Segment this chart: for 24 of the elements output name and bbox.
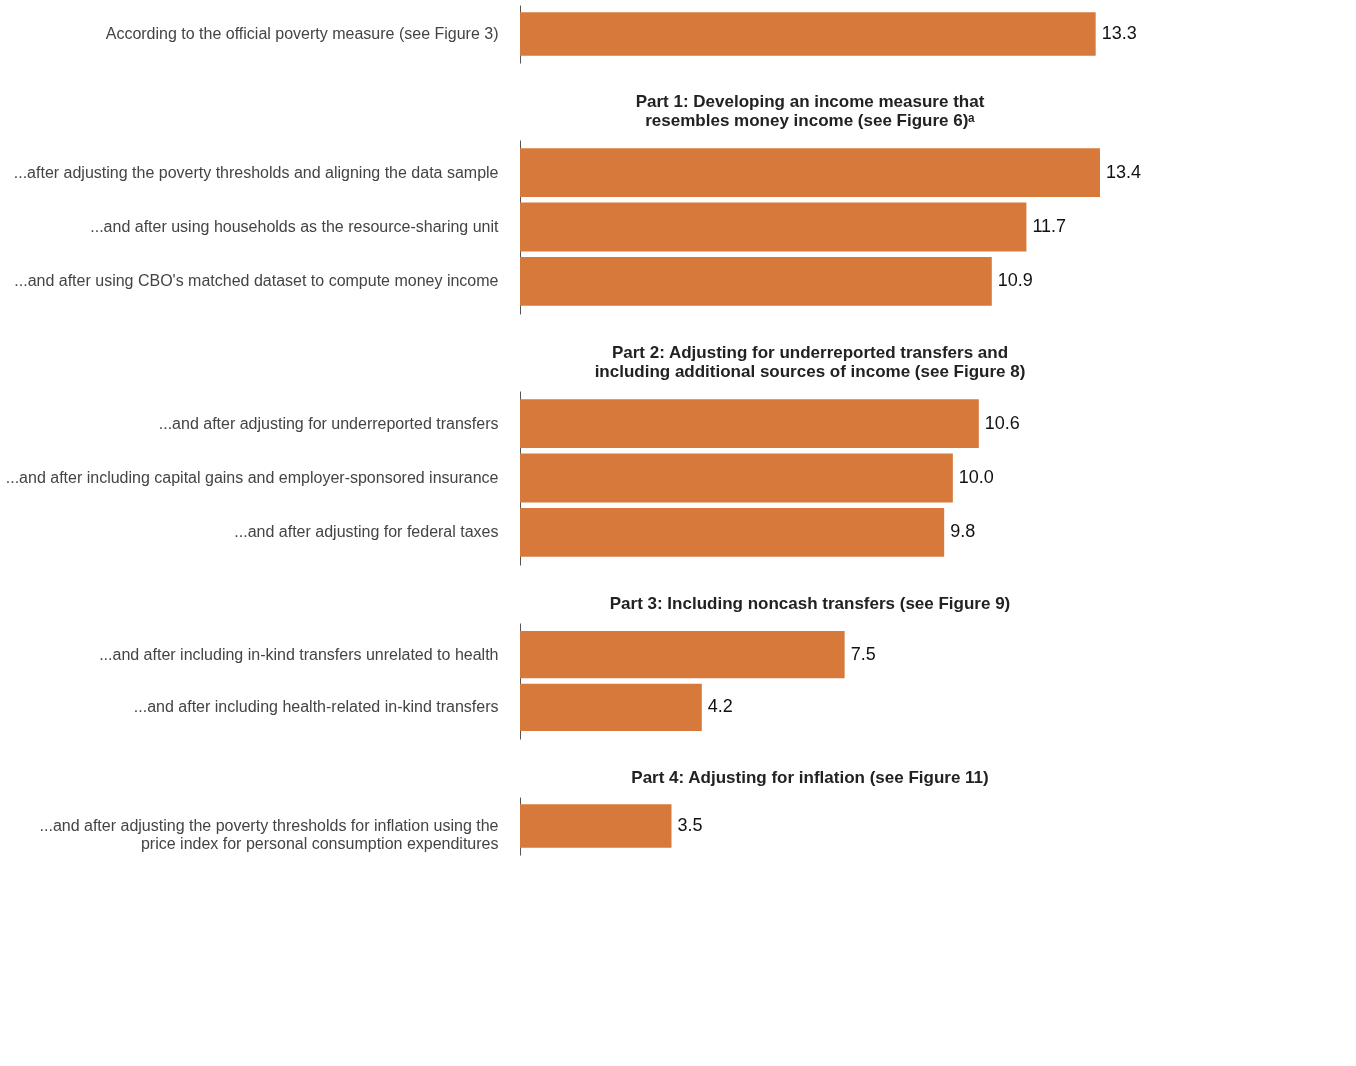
data-label: 4.2 [707, 696, 733, 717]
data-label: 11.7 [1032, 216, 1067, 236]
data-label: 7.5 [850, 643, 876, 664]
data-label: 3.5 [677, 815, 703, 835]
data-label: 13.3 [1101, 23, 1137, 43]
text: Part 4: Adjusting for inflation (see Figure 11) [631, 768, 989, 787]
chart-title: Part 3: Including noncash transfers (see Figure 9) [609, 594, 1011, 613]
y-tick-label: ...and after including health-related in-kind transfers [133, 698, 499, 716]
y-tick-label: ...and after adjusting for federal taxes [234, 523, 499, 541]
y-tick-label: ...after adjusting the poverty thresholds and aligning the data sample [13, 163, 499, 181]
y-tick-label: ...and after adjusting for underreported transfers [158, 414, 499, 432]
data-label: 10.0 [958, 467, 994, 487]
data-label: 10.9 [997, 270, 1033, 291]
y-tick-label: According to the official poverty measure (see Figure 3) [105, 25, 499, 42]
data-label: 13.4 [1106, 161, 1142, 182]
y-tick-label: ...and after adjusting the poverty thresholds for inflation using the price index for personal consumption expenditures [39, 817, 499, 852]
data-label: 9.8 [950, 521, 976, 542]
y-tick-label: ...and after including in-kind transfers unrelated to health [99, 645, 499, 663]
y-tick-label: ...and after including capital gains and employer-sponsored insurance [5, 469, 499, 486]
y-tick-label: ...and after using CBO's matched dataset to compute money income [14, 272, 499, 290]
data-label: 10.6 [984, 412, 1020, 433]
chart-title: Part 1: Developing an income measure that resembles money income (see Figure 6)ᵃ [635, 92, 985, 130]
y-tick-label: ...and after using households as the resource-sharing unit [90, 218, 500, 235]
chart-title: Part 2: Adjusting for underreported transfers and including additional sources of income (see Figure 8) [594, 343, 1026, 381]
